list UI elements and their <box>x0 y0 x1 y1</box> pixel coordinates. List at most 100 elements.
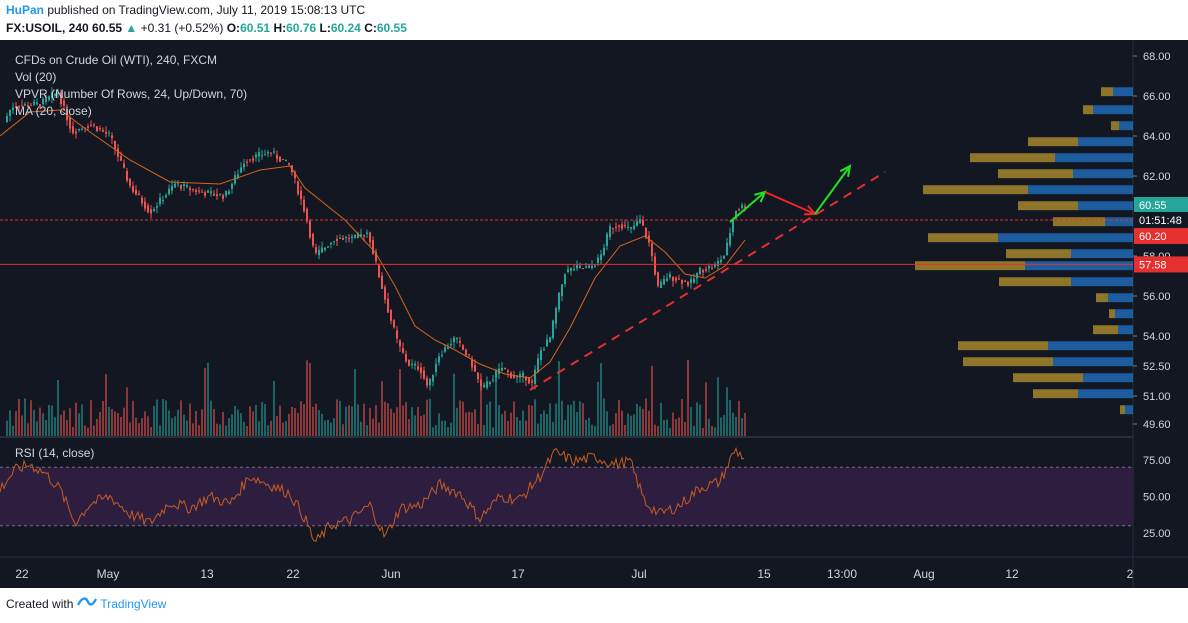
time-axis[interactable]: 22 May 13 22 Jun 17 Jul 15 13:00 Aug 12 2 <box>15 567 1133 581</box>
volume-bar <box>393 412 395 436</box>
drawings[interactable] <box>0 164 1133 391</box>
volume-bar <box>672 412 674 436</box>
candle-body <box>378 264 380 278</box>
volume-bar <box>579 401 581 436</box>
candle-body <box>15 105 17 108</box>
volume-bar <box>690 407 692 436</box>
candle-body <box>243 163 245 168</box>
candle-body <box>702 270 704 273</box>
candle-body <box>249 159 251 161</box>
time-tick-label: May <box>97 567 120 581</box>
candle-body <box>402 348 404 353</box>
rsi-tick-label: 75.00 <box>1143 455 1171 467</box>
volume-bar <box>249 406 251 436</box>
candle-body <box>675 277 677 281</box>
volume-bar <box>591 424 593 436</box>
volume-bar <box>564 420 566 436</box>
volume-bar <box>96 418 98 436</box>
tradingview-link[interactable]: TradingView <box>100 596 167 611</box>
candle-body <box>459 340 461 343</box>
time-tick-label: 13:00 <box>827 567 857 581</box>
candle-body <box>57 92 59 94</box>
rsi-tick-label: 25.00 <box>1143 528 1171 540</box>
volume-bar <box>330 422 332 436</box>
candle-body <box>411 363 413 365</box>
volume-bar <box>429 398 431 436</box>
volume-bar <box>387 403 389 436</box>
volume-bar <box>744 412 746 436</box>
close-value: 60.55 <box>376 21 407 35</box>
volume-bar <box>54 417 56 436</box>
volume-bar <box>66 420 68 436</box>
volume-bar <box>18 398 20 436</box>
volume-bar <box>264 404 266 436</box>
volume-bar <box>57 379 59 436</box>
candle-body <box>144 201 146 209</box>
volume-bar <box>621 410 623 436</box>
candle-body <box>483 384 485 388</box>
candle-body <box>198 190 200 192</box>
volume-bar <box>324 420 326 436</box>
price-change: +0.31 (+0.52%) <box>140 21 224 35</box>
candle-body <box>360 234 362 237</box>
volume-bar <box>156 399 158 436</box>
volume-bar <box>600 363 602 436</box>
volume-bar <box>24 398 26 436</box>
vp-row-up <box>1105 217 1133 227</box>
candle-body <box>555 308 557 324</box>
candle-body <box>21 105 23 107</box>
candle-body <box>450 343 452 346</box>
volume-bar <box>540 414 542 436</box>
candle-body <box>63 100 65 106</box>
candle-body <box>372 240 374 255</box>
volume-bar <box>171 417 173 436</box>
ma-20-line <box>0 109 746 379</box>
vp-row-down <box>963 357 1053 367</box>
volume-bar <box>438 413 440 436</box>
candle-body <box>168 188 170 195</box>
volume-bar <box>81 404 83 436</box>
price-tick-label: 64.00 <box>1143 131 1171 143</box>
volume-bar <box>252 411 254 436</box>
volume-bar <box>420 415 422 436</box>
volume-bar <box>276 416 278 436</box>
candle-body <box>663 278 665 285</box>
candle-body <box>282 159 284 161</box>
volume-bar <box>45 420 47 436</box>
volume-bar <box>147 416 149 436</box>
volume-bar <box>216 423 218 436</box>
price-badge-label: 57.58 <box>1139 259 1167 271</box>
candle-body <box>114 141 116 149</box>
volume-bar <box>282 422 284 436</box>
volume-bar <box>108 406 110 436</box>
volume-bar <box>522 410 524 436</box>
vp-row-down <box>1013 373 1083 383</box>
price-axis[interactable]: 68.0066.0064.0062.0058.0056.0054.0052.50… <box>1133 51 1188 540</box>
candle-body <box>27 105 29 107</box>
candle-body <box>366 232 368 234</box>
volume-bar <box>258 421 260 436</box>
volume-bar <box>375 405 377 436</box>
candle-body <box>96 126 98 132</box>
candle-body <box>270 152 272 154</box>
candle-body <box>18 105 20 108</box>
volume-bar <box>567 404 569 436</box>
volume-bar <box>285 421 287 436</box>
volume-bar <box>90 400 92 436</box>
candle-body <box>87 126 89 128</box>
vp-row-up <box>1118 325 1133 335</box>
volume-bar <box>492 427 494 436</box>
chart-canvas[interactable]: 68.0066.0064.0062.0058.0056.0054.0052.50… <box>0 40 1188 588</box>
price-badge-label: 60.20 <box>1139 231 1167 243</box>
candle-body <box>105 131 107 134</box>
candle-body <box>699 267 701 275</box>
volume-bar <box>639 406 641 436</box>
candle-body <box>312 234 314 246</box>
vp-row-down <box>1018 201 1078 211</box>
candle-body <box>546 339 548 347</box>
author-name[interactable]: HuPan <box>6 3 45 17</box>
volume-bar <box>213 409 215 436</box>
volume-bar <box>687 359 689 436</box>
candle-body <box>690 279 692 284</box>
candle-body <box>612 228 614 230</box>
